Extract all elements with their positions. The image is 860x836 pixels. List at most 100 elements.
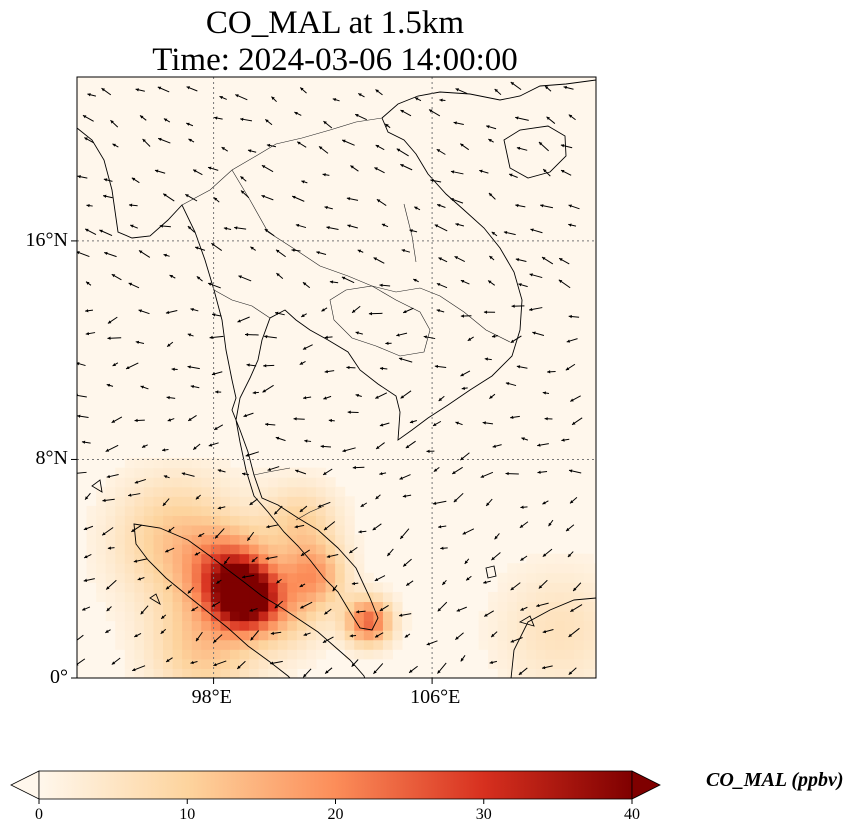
wind-arrow-head [558, 279, 563, 283]
wind-arrow-head [234, 226, 238, 230]
wind-arrow-head [214, 426, 218, 430]
concentration-cell [258, 496, 269, 507]
concentration-cell [153, 525, 164, 536]
wind-arrow-head [302, 346, 307, 350]
wind-arrow-head [187, 590, 192, 594]
wind-arrow-head [194, 552, 199, 556]
concentration-cell [191, 486, 202, 497]
concentration-cell [488, 601, 499, 612]
concentration-cell [258, 668, 269, 678]
concentration-cell [497, 591, 508, 603]
wind-arrow-head [106, 607, 110, 612]
wind-arrow-head [323, 396, 327, 400]
concentration-cell [593, 572, 596, 583]
wind-arrow-head [294, 111, 298, 115]
wind-arrow-head [570, 608, 574, 612]
concentration-cell [201, 458, 212, 469]
wind-arrow-head [385, 341, 389, 346]
wind-arrow-head [568, 671, 573, 675]
concentration-cell [105, 563, 116, 574]
wind-arrow-head [187, 365, 191, 369]
wind-arrow-head [511, 304, 515, 308]
wind-arrow-head [316, 251, 320, 255]
wind-arrow-head [264, 335, 268, 339]
concentration-cell [105, 496, 116, 507]
concentration-cell [105, 534, 116, 545]
wind-arrow-head [541, 257, 546, 261]
concentration-cell [191, 534, 202, 545]
concentration-cell [134, 582, 145, 593]
concentration-cell [564, 572, 575, 583]
concentration-cell [325, 534, 336, 545]
concentration-cell [574, 620, 585, 631]
concentration-cell [335, 534, 346, 545]
concentration-cell [545, 639, 556, 650]
concentration-cell [258, 553, 269, 564]
wind-arrow-head [480, 474, 485, 478]
wind-arrow-head [332, 587, 336, 592]
concentration-cell [593, 668, 596, 678]
wind-arrow-head [126, 366, 130, 370]
wind-arrow-head [450, 198, 454, 202]
wind-arrow-head [381, 223, 386, 227]
wind-arrow-head [570, 398, 574, 402]
concentration-cell [172, 601, 183, 612]
wind-arrow-head [294, 525, 298, 529]
wind-arrow-head [304, 439, 308, 443]
concentration-cell [325, 553, 336, 564]
concentration-cell [182, 505, 193, 516]
wind-arrow-head [165, 310, 170, 315]
wind-arrow-head [140, 610, 144, 615]
concentration-cell [153, 649, 164, 660]
wind-arrow-head [292, 195, 296, 199]
concentration-cell [163, 601, 174, 612]
concentration-cell [497, 572, 508, 583]
concentration-cell [124, 649, 135, 660]
concentration-cell [555, 601, 566, 612]
concentration-cell [344, 639, 355, 650]
concentration-cell [296, 553, 307, 564]
wind-arrow-head [135, 88, 139, 92]
concentration-cell [220, 572, 231, 583]
concentration-cell [229, 611, 241, 622]
wind-arrow-head [107, 336, 111, 340]
concentration-cell [115, 505, 126, 516]
wind-arrow-head [128, 203, 133, 207]
concentration-cell [201, 591, 212, 603]
concentration-cell [335, 572, 346, 583]
concentration-cell [287, 649, 298, 660]
concentration-cell [220, 496, 231, 507]
concentration-cell [316, 467, 327, 478]
wind-arrow-head [271, 96, 275, 100]
wind-arrow-head [265, 422, 269, 427]
wind-arrow-head [464, 560, 468, 564]
wind-arrow-head [358, 93, 362, 97]
concentration-cell [516, 591, 527, 603]
concentration-cell [249, 668, 260, 678]
concentration-cell [583, 658, 594, 669]
concentration-cell [143, 515, 154, 526]
wind-arrow-head [128, 493, 132, 497]
concentration-cell [593, 630, 596, 641]
concentration-cell [516, 658, 527, 669]
wind-arrow-head [401, 249, 406, 253]
wind-arrow-head [267, 467, 272, 471]
wind-arrow-head [142, 138, 146, 143]
concentration-cell [325, 591, 336, 603]
concentration-cell [325, 544, 336, 555]
wind-arrow-head [329, 280, 334, 284]
wind-arrow-head [489, 395, 493, 399]
concentration-cell [96, 525, 107, 536]
wind-arrow-head [559, 258, 563, 262]
wind-arrow-head [379, 283, 383, 287]
concentration-cell [535, 639, 546, 650]
concentration-cell [526, 658, 537, 669]
concentration-cell [153, 591, 164, 603]
wind-arrow-head [542, 501, 546, 505]
concentration-cell [191, 620, 202, 631]
wind-arrow-head [565, 367, 570, 371]
wind-arrow-head [303, 673, 307, 678]
concentration-cell [296, 591, 307, 603]
concentration-cell [220, 601, 231, 612]
concentration-cell [220, 525, 231, 536]
